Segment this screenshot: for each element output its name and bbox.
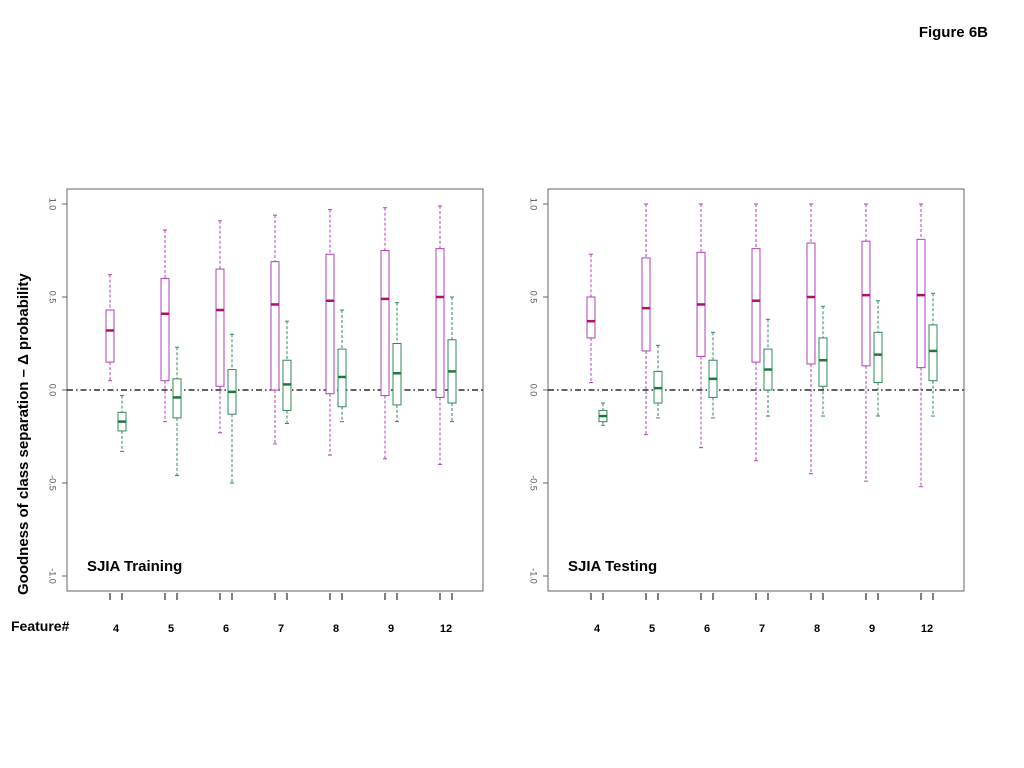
magenta-box-12 [916, 203, 926, 488]
green-box-8 [337, 309, 347, 423]
iqr-box [270, 261, 280, 391]
green-box-8 [818, 305, 828, 417]
x-axis-label: Feature# [11, 618, 70, 634]
iqr-box [380, 250, 390, 397]
x-tick-label: 9 [869, 623, 875, 635]
iqr-box [160, 277, 170, 382]
iqr-box [873, 331, 883, 384]
magenta-box-5 [160, 229, 170, 423]
iqr-box [928, 324, 938, 382]
x-tick-label: 8 [814, 623, 820, 635]
panel-title: SJIA Testing [568, 558, 657, 575]
magenta-box-9 [861, 203, 871, 482]
magenta-box-6 [696, 203, 706, 449]
y-tick-label: 0.0 [529, 384, 539, 397]
x-tick-label: 6 [704, 623, 710, 635]
magenta-box-9 [380, 207, 390, 460]
chart-panel-2: 1.0 0.5 0.0 -0.5 -1.0 4 5 6 7 8 9 12 SJIA Testing [529, 188, 965, 635]
x-tick-label: 7 [278, 623, 284, 635]
green-box-9 [873, 300, 883, 417]
x-tick-label: 4 [113, 623, 120, 635]
green-box-6 [227, 333, 237, 484]
magenta-box-8 [806, 203, 816, 475]
magenta-box-12 [435, 205, 445, 465]
magenta-box-5 [641, 203, 651, 436]
green-box-7 [282, 320, 292, 424]
magenta-box-8 [325, 209, 335, 456]
iqr-box [215, 268, 225, 387]
green-box-9 [392, 302, 402, 423]
y-tick-label: -0.5 [48, 475, 58, 491]
y-tick-label: 1.0 [48, 198, 58, 211]
iqr-box [806, 242, 816, 365]
iqr-box [435, 248, 445, 398]
y-tick-label: 0.0 [48, 384, 58, 397]
y-tick-label: 1.0 [529, 198, 539, 211]
y-tick-label: 0.5 [48, 291, 58, 304]
magenta-box-4 [586, 253, 596, 384]
x-tick-label: 5 [168, 623, 174, 635]
y-tick-label: -0.5 [529, 475, 539, 491]
magenta-box-4 [105, 274, 115, 382]
x-tick-label: 12 [440, 623, 452, 635]
green-box-5 [653, 344, 663, 419]
y-tick-label: 0.5 [529, 291, 539, 304]
x-tick-label: 12 [921, 623, 933, 635]
x-tick-label: 5 [649, 623, 655, 635]
green-box-5 [172, 346, 182, 477]
x-tick-label: 4 [594, 623, 601, 635]
y-tick-label: -1.0 [48, 568, 58, 584]
iqr-box [586, 296, 596, 339]
iqr-box [861, 240, 871, 367]
iqr-box [916, 238, 926, 369]
green-box-12 [928, 292, 938, 417]
iqr-box [751, 248, 761, 363]
green-box-6 [708, 331, 718, 419]
iqr-box [325, 253, 335, 395]
y-tick-label: -1.0 [529, 568, 539, 584]
magenta-box-6 [215, 220, 225, 434]
green-box-7 [763, 318, 773, 417]
green-box-4 [117, 395, 127, 452]
panel-title: SJIA Training [87, 558, 182, 575]
x-tick-label: 8 [333, 623, 339, 635]
x-tick-label: 7 [759, 623, 765, 635]
magenta-box-7 [270, 214, 280, 445]
iqr-box [641, 257, 651, 352]
x-tick-label: 9 [388, 623, 394, 635]
figure-title: Figure 6B [918, 24, 988, 41]
green-box-4 [598, 402, 608, 426]
iqr-box [105, 309, 115, 363]
iqr-box [818, 337, 828, 387]
chart-panel-1: 1.0 0.5 0.0 -0.5 -1.0 4 5 6 7 8 9 12 SJIA Training [48, 188, 484, 635]
green-box-12 [447, 296, 457, 423]
magenta-box-7 [751, 203, 761, 462]
x-tick-label: 6 [223, 623, 229, 635]
